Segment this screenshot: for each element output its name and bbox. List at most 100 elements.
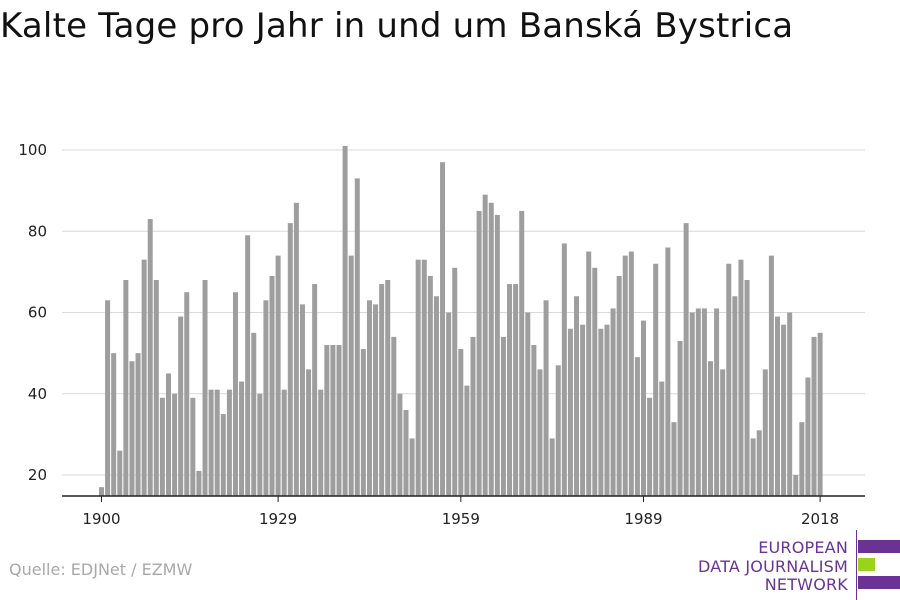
bar-2012 — [781, 324, 787, 496]
bar-1999 — [701, 308, 707, 496]
bar-2016 — [805, 377, 811, 496]
y-tick-label-40: 40 — [28, 385, 47, 403]
bar-1914 — [184, 292, 190, 496]
bar-1979 — [580, 324, 586, 496]
bar-1951 — [409, 438, 415, 496]
bar-1926 — [257, 393, 263, 496]
edjnet-logo[interactable]: EUROPEAN DATA JOURNALISM NETWORK — [690, 530, 900, 600]
x-axis: 1900 1929 1959 1989 2018 — [62, 495, 865, 528]
bar-1956 — [440, 162, 446, 496]
y-tick-label-20: 20 — [28, 466, 47, 484]
bar-2008 — [756, 430, 762, 496]
bar-1991 — [653, 263, 659, 496]
bar-1948 — [391, 336, 397, 497]
bar-1935 — [312, 284, 318, 496]
bar-2000 — [708, 361, 713, 496]
bar-1946 — [379, 284, 385, 496]
bar-1994 — [671, 422, 677, 496]
bar-1925 — [251, 332, 257, 496]
bar-2003 — [726, 263, 732, 496]
bar-1945 — [373, 304, 379, 497]
bar-1953 — [421, 259, 427, 496]
bar-1944 — [366, 300, 372, 496]
bar-1911 — [165, 373, 171, 496]
bar-1957 — [446, 312, 452, 496]
bar-1928 — [269, 275, 275, 496]
bar-1988 — [634, 357, 640, 496]
bar-1963 — [482, 194, 488, 496]
bar-1986 — [622, 255, 628, 497]
bar-1904 — [123, 280, 129, 496]
bar-1998 — [695, 308, 701, 496]
bar-2010 — [768, 255, 774, 497]
bar-1969 — [519, 210, 525, 496]
bar-1960 — [464, 385, 470, 497]
bar-1974 — [549, 438, 555, 496]
bar-1923 — [239, 381, 245, 496]
source-note: Quelle: EDJNet / EZMW — [9, 560, 193, 579]
y-tick-label-100: 100 — [18, 141, 47, 159]
logo-bar-purple-bottom — [858, 576, 900, 589]
bar-1954 — [427, 275, 433, 496]
bar-1922 — [232, 292, 238, 496]
x-tick-label-1929: 1929 — [259, 510, 297, 528]
logo-bar-purple-top — [858, 540, 900, 553]
bar-2005 — [738, 259, 744, 496]
bar-1966 — [500, 336, 506, 497]
x-tick-label-2018: 2018 — [801, 510, 839, 528]
y-tick-label-60: 60 — [28, 304, 47, 322]
bar-1977 — [567, 328, 573, 496]
bar-2001 — [714, 308, 720, 496]
bar-1950 — [403, 410, 409, 496]
bar-1903 — [117, 450, 123, 497]
bar-1992 — [659, 381, 665, 496]
y-tick-label-80: 80 — [28, 222, 47, 240]
bar-1915 — [190, 397, 196, 496]
bar-1939 — [336, 345, 342, 496]
bar-1929 — [275, 255, 281, 497]
bar-1980 — [586, 251, 592, 496]
logo-line-european: EUROPEAN — [758, 538, 848, 557]
bar-1949 — [397, 393, 403, 496]
bar-1906 — [135, 353, 141, 497]
bar-2007 — [750, 438, 756, 496]
bar-1943 — [360, 349, 366, 496]
bar-1995 — [677, 340, 683, 496]
bar-1981 — [592, 267, 598, 496]
bar-1978 — [574, 296, 580, 496]
bar-1919 — [214, 389, 220, 496]
bar-1932 — [293, 202, 299, 496]
bar-1990 — [647, 397, 653, 496]
bar-1917 — [202, 280, 208, 496]
bar-1905 — [129, 361, 135, 496]
bar-1983 — [604, 324, 610, 496]
bar-2017 — [811, 336, 817, 497]
bar-1989 — [641, 320, 647, 497]
x-tick-label-1989: 1989 — [624, 510, 662, 528]
logo-line-network: NETWORK — [764, 575, 848, 594]
bar-1958 — [452, 267, 458, 496]
bar-1947 — [385, 280, 391, 496]
bar-2015 — [799, 422, 805, 496]
logo-bar-green — [858, 558, 875, 571]
bar-1920 — [220, 414, 226, 496]
bar-2006 — [744, 280, 750, 496]
y-axis-ticks: 20 40 60 80 100 — [18, 141, 47, 484]
chart-title: Kalte Tage pro Jahr in und um Banská Bys… — [0, 6, 794, 46]
bar-1909 — [153, 280, 159, 496]
bar-1984 — [610, 308, 616, 496]
bar-1970 — [525, 312, 531, 496]
bar-1987 — [628, 251, 634, 496]
bar-1961 — [470, 336, 476, 497]
bar-1940 — [342, 145, 348, 496]
bar-2013 — [787, 312, 793, 496]
bar-1985 — [616, 275, 622, 496]
bar-1924 — [245, 235, 251, 496]
bar-1900 — [99, 487, 104, 496]
logo-divider — [856, 530, 857, 600]
bar-1901 — [105, 300, 111, 496]
bar-2004 — [732, 296, 738, 496]
bar-1972 — [537, 369, 543, 497]
bar-1996 — [683, 223, 689, 497]
